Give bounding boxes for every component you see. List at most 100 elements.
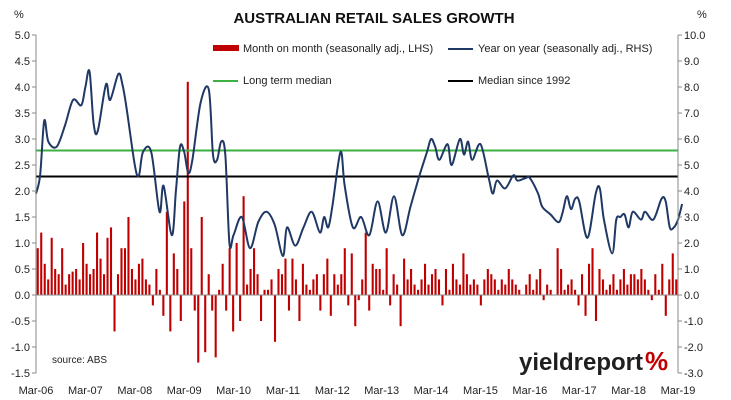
bar bbox=[68, 274, 71, 295]
bar bbox=[423, 263, 427, 295]
bar bbox=[221, 263, 224, 295]
left-tick-label: 0.0 bbox=[15, 290, 30, 302]
bar bbox=[465, 274, 468, 295]
bar bbox=[96, 232, 99, 295]
bar bbox=[462, 253, 465, 295]
left-tick-label: 1.5 bbox=[15, 212, 30, 224]
bar bbox=[354, 295, 357, 327]
bar bbox=[661, 263, 664, 295]
bar bbox=[413, 284, 416, 295]
right-axis-unit: % bbox=[697, 9, 707, 21]
bar bbox=[441, 295, 444, 306]
bar bbox=[490, 274, 493, 295]
bar bbox=[403, 258, 406, 295]
bar bbox=[54, 269, 57, 295]
x-tick-label: Mar-15 bbox=[463, 385, 498, 397]
bar bbox=[287, 295, 291, 311]
bar bbox=[291, 258, 294, 295]
right-tick-labels: -3.0 -2.0 -1.0 0.0 1.0 2.0 3.0 4.0 5.0 6.0 7.0 8.0 9… bbox=[678, 30, 705, 380]
bar bbox=[654, 274, 657, 295]
bar bbox=[664, 295, 667, 316]
bar bbox=[420, 279, 423, 295]
x-tick-label: Mar-18 bbox=[611, 385, 646, 397]
left-tick-label: 2.0 bbox=[15, 186, 30, 198]
bar bbox=[253, 248, 256, 295]
bar bbox=[169, 295, 172, 332]
brand-percent-icon: % bbox=[645, 346, 668, 376]
bar bbox=[50, 237, 53, 295]
bar bbox=[392, 274, 395, 295]
bar bbox=[668, 279, 671, 295]
bar bbox=[615, 289, 618, 295]
bar bbox=[598, 269, 601, 295]
bar bbox=[61, 248, 64, 295]
bar bbox=[472, 279, 475, 295]
left-tick-label: -1.0 bbox=[11, 342, 30, 354]
right-tick-label: -3.0 bbox=[684, 368, 703, 380]
bar bbox=[528, 274, 531, 295]
bar bbox=[151, 295, 154, 306]
bar bbox=[410, 269, 413, 295]
bar bbox=[298, 295, 301, 321]
bar bbox=[322, 274, 325, 295]
bar bbox=[417, 289, 420, 295]
bar bbox=[130, 269, 133, 295]
bar bbox=[556, 248, 559, 295]
x-tick-label: Mar-06 bbox=[19, 385, 54, 397]
bar bbox=[113, 295, 116, 332]
bar bbox=[385, 248, 388, 295]
bar bbox=[350, 253, 353, 295]
right-tick-label: 10.0 bbox=[684, 30, 705, 42]
bar bbox=[116, 274, 120, 295]
left-tick-label: 4.5 bbox=[15, 56, 30, 68]
left-axis-unit: % bbox=[14, 9, 24, 21]
x-tick-label: Mar-12 bbox=[315, 385, 350, 397]
bar bbox=[532, 289, 535, 295]
bar bbox=[144, 279, 147, 295]
x-tick-label: Mar-09 bbox=[167, 385, 202, 397]
bar bbox=[137, 263, 140, 295]
right-tick-label: 2.0 bbox=[684, 238, 699, 250]
bar bbox=[141, 258, 144, 295]
bar bbox=[305, 284, 308, 295]
yieldreport-logo: yieldreport % bbox=[519, 346, 668, 376]
bar bbox=[120, 248, 123, 295]
bar bbox=[378, 269, 381, 295]
bar bbox=[239, 295, 242, 321]
bar bbox=[514, 284, 517, 295]
bar bbox=[357, 295, 360, 301]
bar bbox=[99, 258, 102, 295]
bar bbox=[347, 295, 350, 306]
left-tick-label: 2.5 bbox=[15, 160, 30, 172]
bar bbox=[594, 295, 598, 321]
bar bbox=[308, 289, 311, 295]
bar bbox=[123, 248, 127, 295]
x-tick-labels: Mar-06 Mar-07 Mar-08 Mar-09 Mar-10 Mar-11 Mar-… bbox=[19, 385, 696, 397]
bar bbox=[284, 258, 287, 295]
bar bbox=[643, 279, 646, 295]
bar bbox=[266, 289, 270, 295]
monthly-change-bars bbox=[36, 81, 678, 363]
bar bbox=[47, 279, 50, 295]
bar bbox=[633, 274, 636, 295]
bar bbox=[389, 295, 392, 306]
bar bbox=[518, 289, 521, 295]
bar bbox=[675, 279, 678, 295]
bar bbox=[109, 227, 113, 295]
bar bbox=[235, 243, 238, 295]
x-tick-label: Mar-08 bbox=[117, 385, 152, 397]
legend-label-m92: Median since 1992 bbox=[478, 75, 570, 87]
x-tick-label: Mar-14 bbox=[414, 385, 449, 397]
bar bbox=[214, 295, 217, 358]
bar bbox=[619, 279, 622, 295]
bar bbox=[511, 279, 514, 295]
bar bbox=[570, 279, 573, 295]
bar bbox=[448, 289, 451, 295]
bar bbox=[493, 279, 496, 295]
x-tick-label: Mar-13 bbox=[364, 385, 399, 397]
bar bbox=[542, 295, 545, 301]
bar bbox=[567, 284, 570, 295]
bar bbox=[246, 284, 249, 295]
bar bbox=[546, 284, 549, 295]
bar bbox=[577, 295, 580, 306]
